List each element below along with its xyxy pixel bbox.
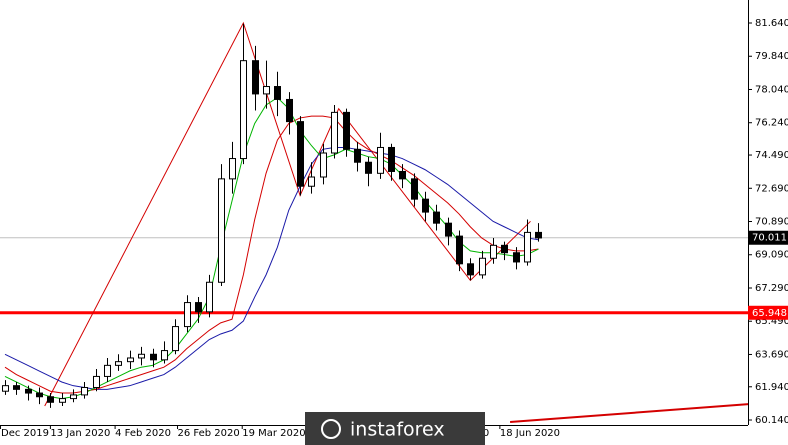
current-price-label-bg (748, 230, 788, 245)
candle-body (206, 281, 213, 313)
candle-body (490, 244, 497, 259)
x-tick-label: 26 Feb 2020 (178, 428, 240, 439)
x-tick-label: 0 (483, 428, 489, 439)
candle-body (240, 60, 247, 160)
candle-body (13, 385, 20, 390)
candle-body (172, 326, 179, 352)
candle-body (263, 86, 270, 95)
candle-body (104, 364, 111, 377)
candle-body (286, 98, 293, 123)
candle-body (25, 388, 32, 394)
x-tick-label: 19 Mar 2020 (242, 428, 305, 439)
candle-body (218, 178, 225, 283)
y-tick-label: 65.490 (755, 316, 788, 327)
level-label: 65.948 (752, 308, 787, 319)
candle-body (2, 385, 9, 392)
y-tick-label: 69.090 (755, 250, 788, 261)
candle-body (422, 198, 429, 213)
candle-body (161, 350, 168, 361)
candle-body (115, 361, 122, 366)
candle-body (81, 387, 88, 396)
candle-body (445, 222, 452, 237)
y-tick-label: 60.140 (755, 415, 788, 426)
candle-body (501, 244, 508, 254)
candle-body (93, 375, 100, 389)
candle-body (524, 231, 531, 263)
watermark: instaforex (305, 412, 485, 445)
current-price-label: 70.011 (752, 233, 787, 244)
candle-body (195, 302, 202, 313)
moving-average (4, 146, 539, 390)
level-label-bg (748, 305, 788, 320)
candle-body (411, 178, 418, 200)
candle-body (467, 263, 474, 276)
candle-body (354, 148, 361, 163)
candle-body (36, 392, 43, 398)
candle-body (59, 398, 66, 403)
candle-body (47, 396, 54, 403)
candle-body (229, 158, 236, 180)
candle-body (150, 353, 157, 361)
y-tick-label: 67.290 (755, 283, 788, 294)
moving-average (4, 115, 539, 394)
candle-body (127, 357, 134, 363)
candle-body (513, 252, 520, 263)
candle-body (138, 353, 145, 359)
candle-body (377, 146, 384, 174)
candle-body (399, 170, 406, 180)
candle-body (184, 302, 191, 328)
watermark-text: instaforex (350, 419, 445, 441)
y-tick-label: 81.640 (755, 18, 788, 29)
x-tick-label: Dec 2019 (1, 428, 49, 439)
candle-body (343, 111, 350, 150)
x-tick-label: 13 Jan 2020 (50, 428, 110, 439)
candle-body (70, 394, 77, 400)
y-tick-label: 63.690 (755, 349, 788, 360)
y-tick-label: 72.690 (755, 183, 788, 194)
x-tick-label: 4 Feb 2020 (115, 428, 171, 439)
y-tick-label: 61.940 (755, 382, 788, 393)
watermark-bg (305, 412, 485, 445)
y-tick-label: 74.490 (755, 150, 788, 161)
trendline (510, 403, 749, 424)
candle-body (331, 111, 338, 154)
y-tick-label: 76.240 (755, 118, 788, 129)
candle-body (274, 86, 281, 100)
candle-body (479, 257, 486, 276)
candle-body (388, 146, 395, 172)
candle-body (308, 176, 315, 187)
y-tick-label: 78.040 (755, 84, 788, 95)
candle-body (252, 60, 259, 95)
candle-body (433, 211, 440, 224)
candle-body (297, 121, 304, 187)
y-tick-label: 79.840 (755, 51, 788, 62)
plot-area (0, 21, 749, 424)
candle-body (365, 161, 372, 174)
candle-body (535, 231, 542, 239)
watermark-logo (321, 419, 341, 439)
y-tick-label: 70.890 (755, 217, 788, 228)
candle-body (320, 152, 327, 178)
x-tick-label: 18 Jun 2020 (500, 428, 560, 439)
candle-body (456, 235, 463, 265)
